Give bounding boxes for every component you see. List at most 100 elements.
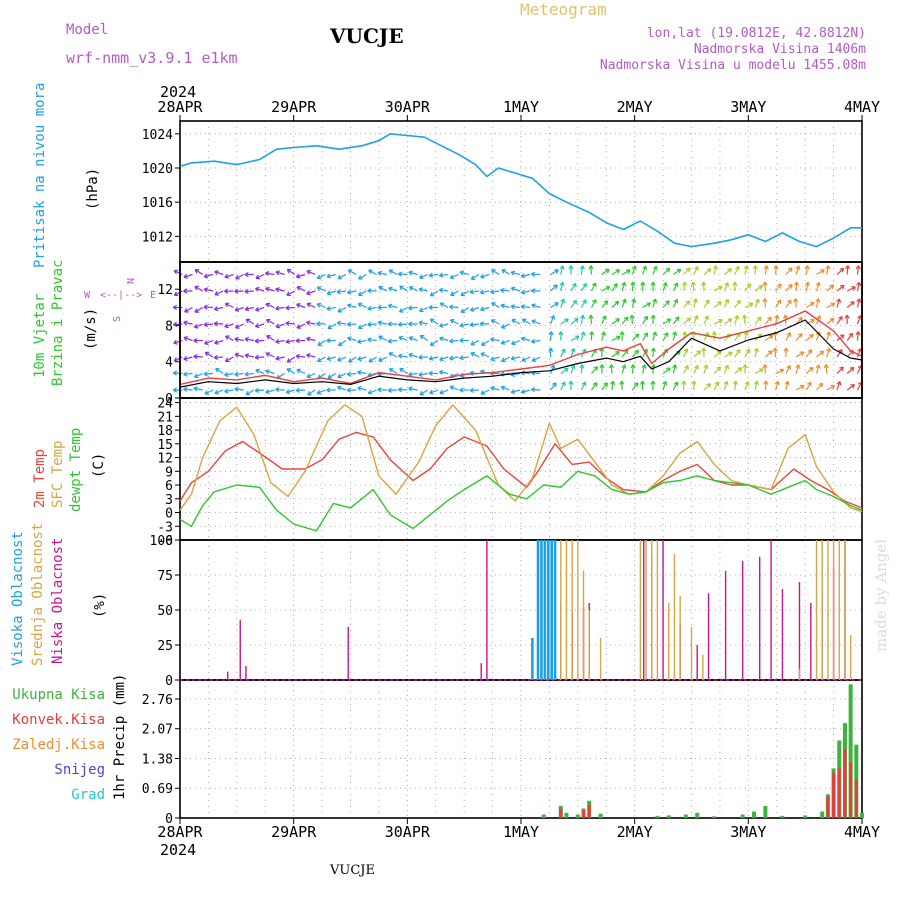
y-tick-label: 1012 bbox=[142, 230, 173, 245]
precip-conv-bar bbox=[826, 796, 829, 818]
legend-snow: Snijeg bbox=[54, 762, 105, 778]
y-tick-label: 3 bbox=[165, 493, 173, 508]
wind-arrow-head bbox=[358, 359, 362, 360]
wind-arrow-head bbox=[225, 277, 229, 278]
wind-arrow-head bbox=[820, 351, 824, 352]
wind-unit: (m/s) bbox=[83, 308, 99, 350]
wind-arrow-head bbox=[429, 276, 433, 278]
wind-arrow-head bbox=[450, 278, 454, 279]
wind-arrow-head bbox=[307, 294, 311, 295]
wind-arrow-head bbox=[215, 295, 219, 296]
wind-arrow-head bbox=[419, 278, 423, 279]
cloud-unit: (%) bbox=[92, 593, 108, 618]
wind-arrow-head bbox=[214, 309, 218, 310]
wind-arrow-head bbox=[225, 392, 229, 393]
lonlat-label: lon,lat (19.0812E, 42.8812N) bbox=[647, 26, 866, 41]
footer-station: VUCJE bbox=[329, 863, 375, 878]
wind-arrow-head bbox=[531, 342, 535, 344]
wind-arrow-head bbox=[850, 302, 854, 303]
dewpt-title: dewpt Temp bbox=[68, 428, 84, 512]
precip-total-bar bbox=[763, 806, 767, 818]
y-tick-label: 1016 bbox=[142, 196, 173, 211]
wind-arrow-head bbox=[490, 292, 494, 294]
wind-arrow-head bbox=[707, 269, 711, 270]
wind-arrow-head bbox=[686, 318, 690, 319]
temp-unit: (C) bbox=[91, 453, 107, 478]
wind-arrow-head bbox=[286, 342, 290, 343]
compass-east: E bbox=[150, 290, 156, 301]
wind-arrow-head bbox=[553, 285, 557, 286]
y-tick-label: -3 bbox=[157, 520, 173, 535]
credit-label: made by Angel bbox=[872, 539, 890, 652]
y-tick-label: 18 bbox=[157, 424, 173, 439]
wind-arrow-head bbox=[840, 268, 844, 269]
compass-south: S bbox=[112, 316, 123, 322]
y-tick-label: 50 bbox=[157, 604, 173, 619]
precip-total-bar bbox=[820, 812, 824, 818]
wind-arrow-head bbox=[460, 376, 464, 377]
top-time-label: 2MAY bbox=[617, 98, 653, 116]
top-time-label: 29APR bbox=[271, 98, 317, 116]
precip-total-bar bbox=[564, 813, 568, 818]
wind-arrow-head bbox=[481, 277, 485, 278]
wind-arrow-head bbox=[184, 359, 188, 360]
wind-arrow-head bbox=[830, 285, 834, 286]
wind-arrow-head bbox=[215, 343, 219, 344]
station-title: VUCJE bbox=[329, 24, 404, 48]
wind-arrow-head bbox=[276, 359, 280, 360]
bottom-time-label: 1MAY bbox=[503, 823, 539, 841]
model-elevation-label: Nadmorska Visina u modelu 1455.08m bbox=[600, 58, 866, 73]
precip-conv-bar bbox=[849, 762, 852, 818]
y-tick-label: 25 bbox=[157, 639, 173, 654]
pressure-title: Pritisak na nivou mora bbox=[32, 83, 48, 268]
wind-arrow-head bbox=[470, 292, 474, 294]
temperature-dewpoint-line bbox=[180, 471, 862, 531]
precip-conv-bar bbox=[838, 768, 841, 818]
wind-arrow-head bbox=[327, 294, 331, 295]
precip-conv-bar bbox=[832, 773, 835, 818]
wind-arrow-head bbox=[286, 392, 290, 393]
low-cloud-title: Niska Oblacnost bbox=[50, 538, 66, 664]
temp2m-title: 2m Temp bbox=[32, 449, 48, 508]
y-tick-label: 8 bbox=[165, 319, 173, 334]
wind-arrow-head bbox=[450, 359, 454, 360]
year-bottom: 2024 bbox=[160, 841, 196, 859]
wind-arrow-head bbox=[840, 285, 844, 286]
wind-arrow-head bbox=[521, 293, 525, 294]
wind-arrow-head bbox=[429, 359, 433, 360]
wind-arrow-head bbox=[480, 293, 484, 294]
wind-arrow-head bbox=[266, 392, 270, 393]
wind-arrow-field bbox=[173, 266, 862, 395]
top-time-label: 3MAY bbox=[730, 98, 766, 116]
wind-arrow-head bbox=[521, 276, 525, 277]
elevation-label: Nadmorska Visina 1406m bbox=[694, 42, 866, 57]
wind-arrow-head bbox=[420, 311, 424, 312]
wind-arrow-head bbox=[327, 277, 331, 278]
wind-arrow-head bbox=[768, 351, 772, 352]
wind-arrow-head bbox=[245, 309, 249, 310]
wind-arrow-head bbox=[307, 377, 311, 378]
precip-unit: 1hr Precip (mm) bbox=[112, 674, 128, 800]
compass-west: W bbox=[84, 290, 91, 301]
legend-freezing-rain: Zaledj.Kisa bbox=[12, 737, 105, 753]
model-label: Model bbox=[66, 22, 108, 38]
y-tick-label: 4 bbox=[165, 356, 173, 371]
compass-north: N bbox=[124, 278, 135, 284]
pressure-line bbox=[180, 134, 862, 247]
wind-arrow-head bbox=[194, 377, 198, 378]
y-tick-label: 6 bbox=[165, 479, 173, 494]
wind-arrow-head bbox=[727, 269, 731, 270]
wind-title-1: 10m Vjetar bbox=[32, 294, 48, 378]
y-tick-label: 9 bbox=[165, 465, 173, 480]
precip-total-bar bbox=[860, 813, 864, 818]
wind-arrow-head bbox=[440, 360, 444, 361]
model-name: wrf-nmm_v3.9.1 e1km bbox=[66, 49, 238, 67]
wind-arrow-head bbox=[276, 342, 280, 343]
panels: 101210161020102404812-6-3036912151821240… bbox=[142, 121, 864, 827]
wind-arrow-head bbox=[368, 393, 372, 394]
wind-arrow-head bbox=[501, 344, 505, 345]
top-time-label: 1MAY bbox=[503, 98, 539, 116]
